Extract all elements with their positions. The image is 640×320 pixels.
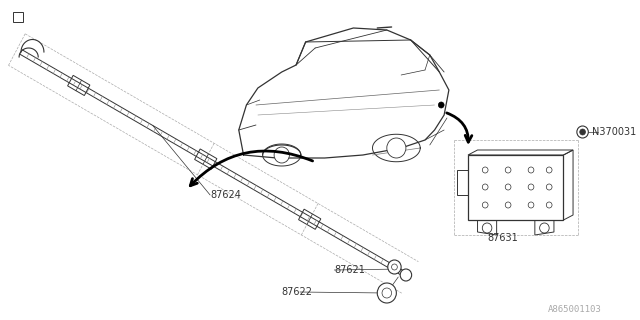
Bar bbox=[468, 155, 563, 220]
Circle shape bbox=[483, 223, 492, 233]
Circle shape bbox=[377, 283, 396, 303]
Circle shape bbox=[505, 184, 511, 190]
Circle shape bbox=[387, 138, 406, 158]
Circle shape bbox=[483, 184, 488, 190]
Text: N370031: N370031 bbox=[592, 127, 636, 137]
Circle shape bbox=[483, 167, 488, 173]
Text: 87622: 87622 bbox=[282, 287, 313, 297]
FancyArrowPatch shape bbox=[447, 113, 472, 142]
Circle shape bbox=[547, 202, 552, 208]
Circle shape bbox=[577, 126, 588, 138]
Circle shape bbox=[547, 167, 552, 173]
Circle shape bbox=[505, 167, 511, 173]
Circle shape bbox=[547, 184, 552, 190]
Text: 87621: 87621 bbox=[334, 265, 365, 275]
Circle shape bbox=[505, 202, 511, 208]
Text: 87624: 87624 bbox=[210, 190, 241, 200]
FancyArrowPatch shape bbox=[190, 151, 312, 186]
Circle shape bbox=[274, 147, 289, 163]
Circle shape bbox=[388, 260, 401, 274]
Text: A865001103: A865001103 bbox=[548, 305, 602, 314]
Circle shape bbox=[528, 184, 534, 190]
Circle shape bbox=[528, 167, 534, 173]
Circle shape bbox=[400, 269, 412, 281]
Circle shape bbox=[392, 264, 397, 270]
Circle shape bbox=[580, 129, 586, 135]
Circle shape bbox=[382, 288, 392, 298]
Circle shape bbox=[540, 223, 549, 233]
Circle shape bbox=[483, 202, 488, 208]
Circle shape bbox=[438, 102, 444, 108]
Text: 87631: 87631 bbox=[487, 233, 518, 243]
Circle shape bbox=[528, 202, 534, 208]
